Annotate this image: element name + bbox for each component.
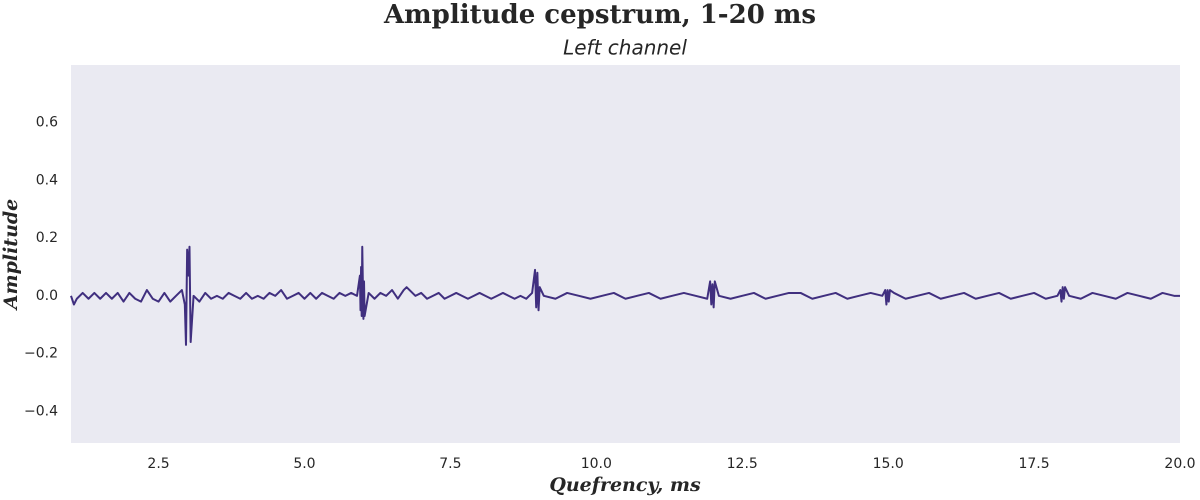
x-tick-label: 5.0 bbox=[293, 456, 315, 472]
cepstrum-line bbox=[70, 245, 1180, 346]
x-tick-label: 7.5 bbox=[439, 456, 461, 472]
chart-title: Amplitude cepstrum, 1-20 ms bbox=[383, 0, 816, 30]
y-tick-label: 0.6 bbox=[36, 115, 58, 131]
y-tick-label: −0.4 bbox=[24, 403, 58, 419]
y-tick-label: 0.4 bbox=[36, 172, 58, 188]
x-tick-label: 20.0 bbox=[1164, 456, 1195, 472]
x-tick-label: 2.5 bbox=[147, 456, 169, 472]
x-tick-label: 17.5 bbox=[1018, 456, 1049, 472]
plot-area bbox=[71, 65, 1180, 443]
x-axis-label: Quefrency, ms bbox=[549, 474, 701, 496]
y-axis-label: Amplitude bbox=[0, 199, 22, 312]
chart-subtitle: Left channel bbox=[563, 36, 687, 60]
y-tick-label: 0.0 bbox=[36, 288, 58, 304]
y-tick-label: 0.2 bbox=[36, 230, 58, 246]
x-tick-label: 10.0 bbox=[581, 456, 612, 472]
x-tick-label: 12.5 bbox=[727, 456, 758, 472]
y-tick-label: −0.2 bbox=[24, 346, 58, 362]
x-tick-label: 15.0 bbox=[873, 456, 904, 472]
